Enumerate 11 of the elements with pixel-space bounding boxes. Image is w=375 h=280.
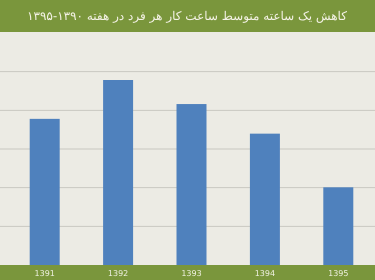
x-tick-label: 1394 bbox=[254, 269, 276, 278]
bar bbox=[250, 134, 280, 265]
x-tick-label: 1395 bbox=[328, 269, 348, 278]
bar bbox=[30, 118, 60, 265]
bar bbox=[103, 80, 134, 265]
x-tick-label: 1392 bbox=[108, 269, 128, 278]
x-tick-label: 1393 bbox=[181, 269, 202, 278]
bar bbox=[176, 104, 206, 265]
x-tick-label: 1391 bbox=[34, 269, 55, 278]
chart-title: کاهش یک ساعته متوسط ساعت کار هر فرد در هفته ۱۳۹۰-۱۳۹۵ bbox=[27, 9, 348, 23]
bar bbox=[323, 187, 354, 265]
